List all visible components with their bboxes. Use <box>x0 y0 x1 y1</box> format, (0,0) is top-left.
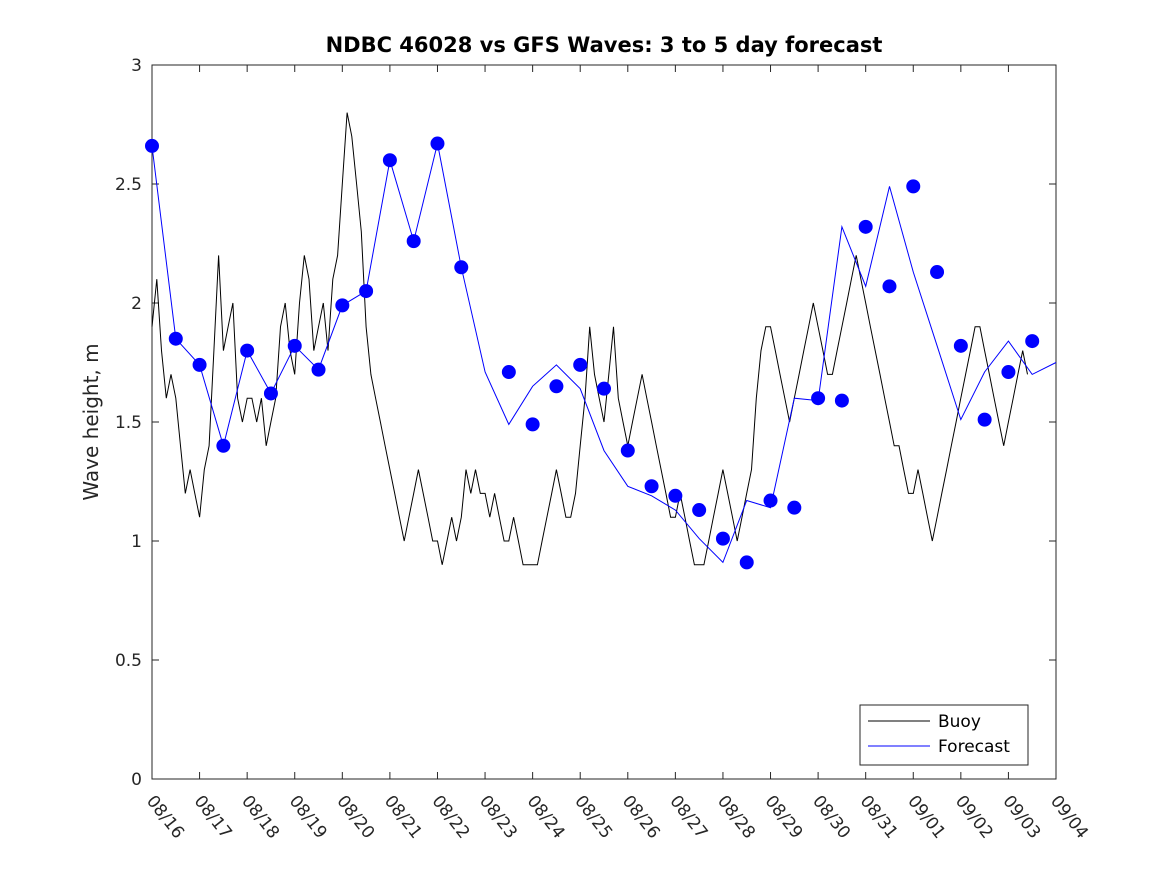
forecast-marker <box>263 386 278 401</box>
forecast-marker <box>335 298 350 313</box>
forecast-marker <box>811 391 826 406</box>
forecast-marker <box>216 438 231 453</box>
forecast-marker <box>192 357 207 372</box>
forecast-marker <box>359 284 374 299</box>
forecast-marker <box>668 488 683 503</box>
forecast-marker <box>739 555 754 570</box>
forecast-marker <box>311 362 326 377</box>
series-line-forecast <box>151 143 1057 564</box>
forecast-marker <box>430 136 445 151</box>
legend-forecast-label: Forecast <box>938 737 1010 757</box>
forecast-marker <box>787 500 802 515</box>
y-tick-label: 0 <box>131 770 142 790</box>
forecast-marker <box>858 219 873 234</box>
y-tick-label: 1 <box>131 532 142 552</box>
forecast-marker <box>549 379 564 394</box>
y-tick-label: 0.5 <box>115 651 142 671</box>
y-tick-label: 3 <box>131 56 142 76</box>
forecast-marker <box>145 138 159 153</box>
forecast-marker <box>1001 365 1016 380</box>
forecast-marker <box>1025 334 1040 349</box>
forecast-marker <box>501 365 516 380</box>
forecast-marker <box>168 331 183 346</box>
forecast-marker <box>240 343 255 358</box>
forecast-marker <box>715 531 730 546</box>
legend: Buoy Forecast <box>859 704 1029 766</box>
forecast-marker <box>382 153 397 168</box>
chart-title: NDBC 46028 vs GFS Waves: 3 to 5 day fore… <box>326 33 883 57</box>
forecast-marker <box>597 381 611 396</box>
legend-buoy-label: Buoy <box>938 712 981 732</box>
forecast-marker <box>287 338 302 353</box>
forecast-marker <box>763 493 778 508</box>
y-axis: 0 0.5 1 1.5 2 2.5 3 <box>115 56 1056 790</box>
forecast-marker <box>930 265 945 280</box>
y-tick-label: 2 <box>131 294 142 314</box>
forecast-marker <box>882 279 897 294</box>
y-axis-label: Wave height, m <box>79 343 103 500</box>
forecast-marker <box>620 443 635 458</box>
forecast-marker <box>953 338 968 353</box>
forecast-marker <box>644 479 659 494</box>
forecast-marker <box>525 417 540 432</box>
series-layer <box>151 112 1057 566</box>
series-line-buoy <box>151 112 1028 566</box>
forecast-markers <box>145 136 1040 570</box>
forecast-marker <box>406 234 421 249</box>
forecast-marker <box>906 179 921 194</box>
forecast-marker <box>692 503 707 518</box>
y-tick-label: 2.5 <box>115 175 142 195</box>
forecast-marker <box>573 357 588 372</box>
legend-box <box>859 704 1029 766</box>
y-tick-label: 1.5 <box>115 413 142 433</box>
forecast-marker <box>977 412 992 427</box>
forecast-marker <box>834 393 849 408</box>
forecast-marker <box>454 260 469 275</box>
